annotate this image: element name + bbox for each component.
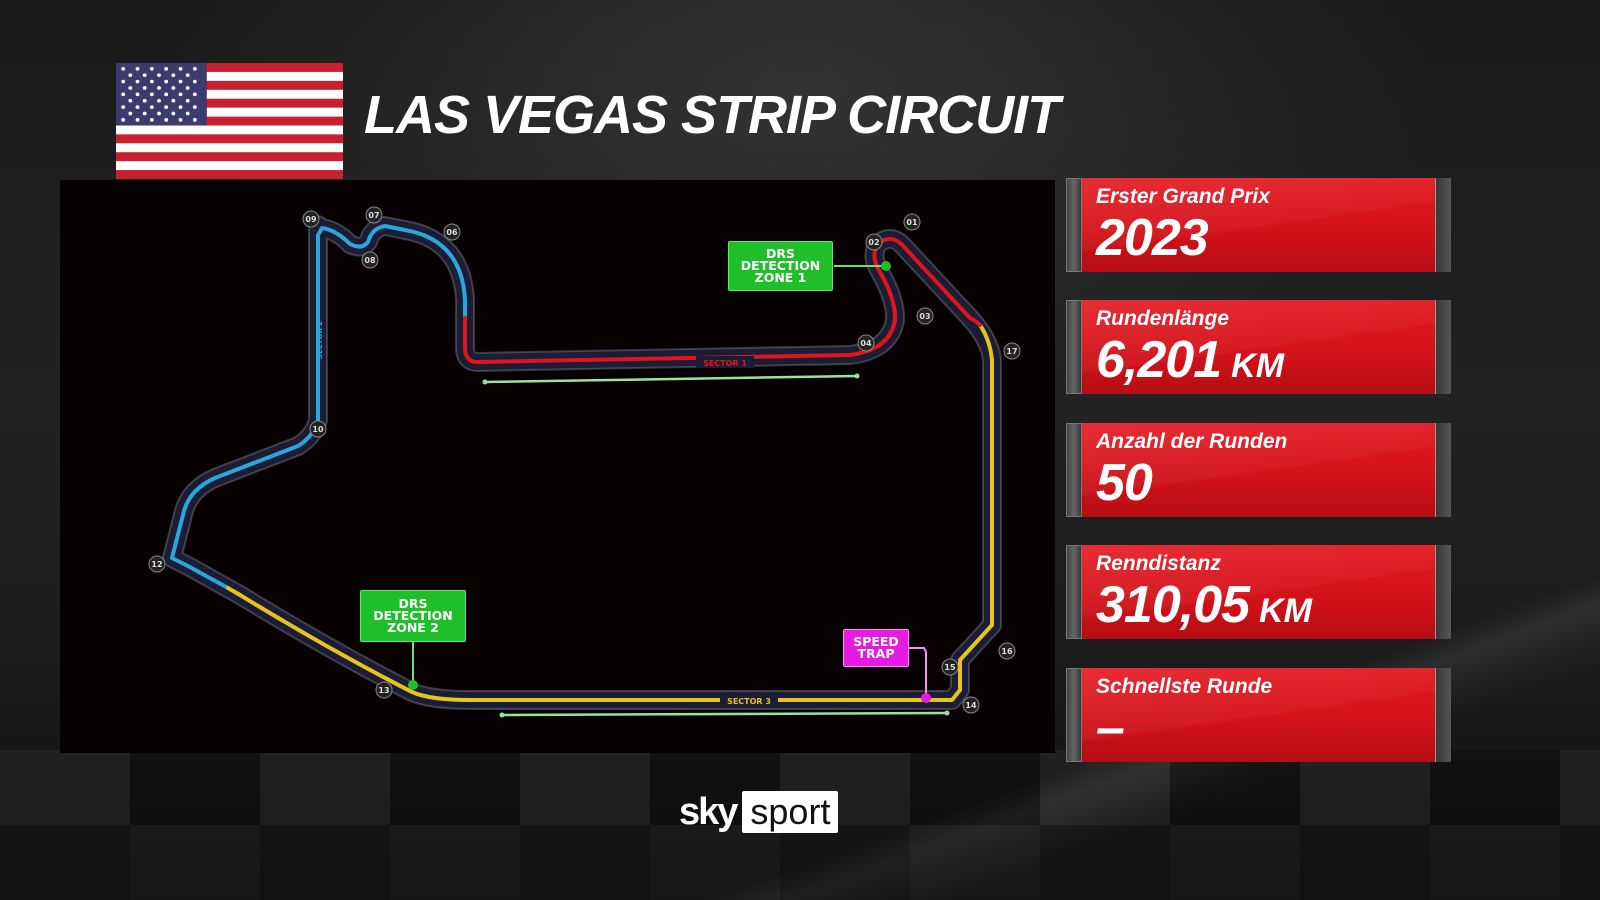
logo-sky: sky (679, 790, 738, 833)
turn-marker-17: 17 (1003, 342, 1021, 360)
circuit-title: LAS VEGAS STRIP CIRCUIT (364, 85, 1060, 145)
stat-value: – (1096, 699, 1125, 757)
turn-marker-01: 01 (903, 213, 921, 231)
turn-marker-13: 13 (375, 681, 393, 699)
sky-sport-logo: sky sport (679, 790, 839, 834)
sector-3-label: SECTOR 3 (727, 697, 771, 706)
svg-text:03: 03 (919, 312, 930, 321)
checkered-floor-lower (0, 825, 1600, 900)
svg-text:13: 13 (378, 686, 389, 695)
turn-marker-14: 14 (962, 696, 980, 714)
turn-marker-15: 15 (941, 658, 959, 676)
svg-text:15: 15 (944, 663, 956, 672)
turn-marker-04: 04 (857, 334, 875, 352)
svg-text:09: 09 (305, 215, 317, 224)
stat-value: 50 (1096, 454, 1153, 512)
stat-right-cap (1435, 423, 1451, 517)
stat-number-of-laps: Anzahl der Runden 50 (1066, 423, 1451, 517)
stat-right-cap (1435, 545, 1451, 639)
svg-text:08: 08 (364, 256, 376, 265)
turn-marker-08: 08 (361, 251, 379, 269)
stat-fastest-lap: Schnellste Runde – (1066, 668, 1451, 762)
logo-sport: sport (742, 791, 839, 833)
stat-label: Rundenlänge (1096, 307, 1230, 330)
stat-value: 2023 (1096, 209, 1209, 267)
svg-text:10: 10 (312, 425, 324, 434)
stat-right-cap (1435, 178, 1451, 272)
stat-race-distance: Renndistanz 310,05 KM (1066, 545, 1451, 639)
svg-text:07: 07 (368, 211, 379, 220)
turn-marker-09: 09 (302, 210, 320, 228)
turn-marker-02: 02 (865, 233, 883, 251)
turn-marker-16: 16 (998, 642, 1016, 660)
svg-text:14: 14 (965, 701, 977, 710)
turn-marker-07: 07 (365, 206, 383, 224)
stat-right-cap (1435, 300, 1451, 394)
stat-label: Anzahl der Runden (1096, 430, 1288, 453)
svg-text:16: 16 (1001, 647, 1013, 656)
stat-left-cap (1066, 423, 1082, 517)
stat-left-cap (1066, 300, 1082, 394)
stat-right-cap (1435, 668, 1451, 762)
speed-trap-tag: SPEED TRAP (843, 629, 909, 667)
stat-label: Schnellste Runde (1096, 675, 1273, 698)
svg-text:17: 17 (1006, 347, 1017, 356)
turn-marker-10: 10 (309, 420, 327, 438)
turn-marker-03: 03 (916, 307, 934, 325)
drs-detection-zone-2-tag: DRS DETECTION ZONE 2 (360, 590, 466, 642)
track-map: SECTOR 1 SECTOR 3 SECTOR 2 01 02 03 04 0… (60, 180, 1055, 753)
svg-text:01: 01 (906, 218, 918, 227)
stat-left-cap (1066, 668, 1082, 762)
sector-1-label: SECTOR 1 (703, 359, 747, 368)
svg-text:12: 12 (151, 560, 162, 569)
stat-left-cap (1066, 178, 1082, 272)
stat-value: 6,201 KM (1096, 331, 1285, 389)
drs-detection-zone-1-tag: DRS DETECTION ZONE 1 (728, 241, 833, 291)
stat-first-grand-prix: Erster Grand Prix 2023 (1066, 178, 1451, 272)
usa-flag-icon (116, 63, 343, 179)
stat-value: 310,05 KM (1096, 576, 1312, 634)
turn-marker-12: 12 (148, 555, 166, 573)
stat-label: Renndistanz (1096, 552, 1221, 575)
svg-text:04: 04 (860, 339, 872, 348)
svg-text:06: 06 (446, 228, 458, 237)
svg-text:02: 02 (868, 238, 879, 247)
stat-label: Erster Grand Prix (1096, 185, 1270, 208)
stat-lap-length: Rundenlänge 6,201 KM (1066, 300, 1451, 394)
sector-2-label: SECTOR 2 (316, 321, 324, 360)
track-map-svg: SECTOR 1 SECTOR 3 SECTOR 2 01 02 03 04 0… (148, 206, 1021, 718)
turn-marker-06: 06 (443, 223, 461, 241)
stat-left-cap (1066, 545, 1082, 639)
